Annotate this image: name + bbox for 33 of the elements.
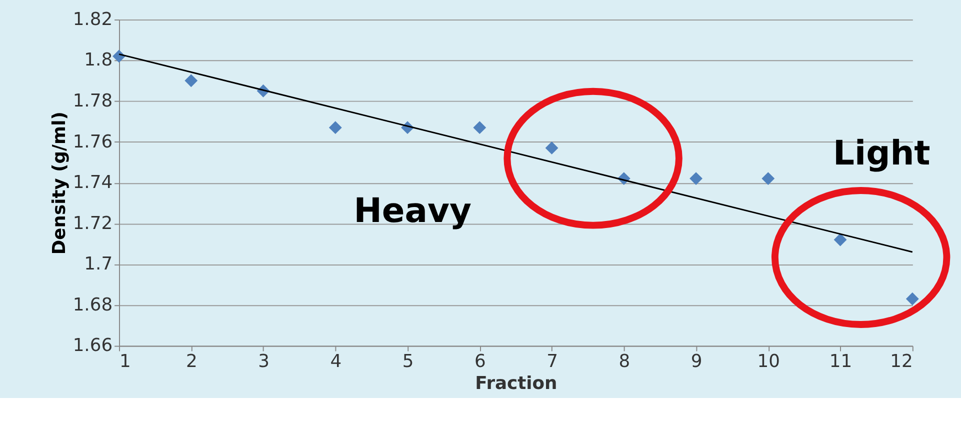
x-tick-label: 6 — [474, 351, 486, 372]
y-tick-label: 1.7 — [84, 254, 113, 275]
y-tick-label: 1.66 — [72, 335, 113, 356]
point — [834, 233, 847, 246]
x-tick-label: 1 — [120, 351, 131, 372]
y-tick-label: 1.76 — [72, 131, 113, 152]
annotation: Heavy — [354, 190, 472, 230]
x-tick-label: 2 — [186, 351, 198, 372]
point — [473, 121, 486, 134]
x-tick-label: 3 — [258, 351, 270, 372]
x-tick-label: 10 — [757, 351, 780, 372]
y-tick-label: 1.74 — [72, 172, 113, 194]
y-axis-title: Density (g/ml) — [48, 112, 70, 255]
point — [545, 142, 558, 154]
y-tick-label: 1.82 — [72, 8, 113, 30]
point — [690, 172, 702, 186]
x-tick-label: 12 — [890, 351, 913, 372]
x-axis-title: Fraction — [475, 372, 558, 394]
y-tick-label: 1.72 — [72, 212, 113, 234]
x-tick-label: 11 — [829, 351, 852, 372]
point — [328, 121, 342, 134]
x-tick-label: 5 — [402, 351, 414, 372]
x-tick-label: 4 — [330, 351, 342, 372]
point — [184, 74, 198, 88]
y-tick-label: 1.78 — [72, 90, 113, 112]
y-tick-label: 1.8 — [84, 50, 113, 71]
x-tick-label: 7 — [546, 351, 558, 372]
x-tick-label: 9 — [690, 351, 702, 372]
y-tick-label: 1.68 — [72, 294, 113, 316]
annotation: Light — [833, 133, 930, 172]
x-tick-label: 8 — [618, 351, 630, 372]
point — [906, 292, 919, 306]
point — [762, 172, 775, 186]
